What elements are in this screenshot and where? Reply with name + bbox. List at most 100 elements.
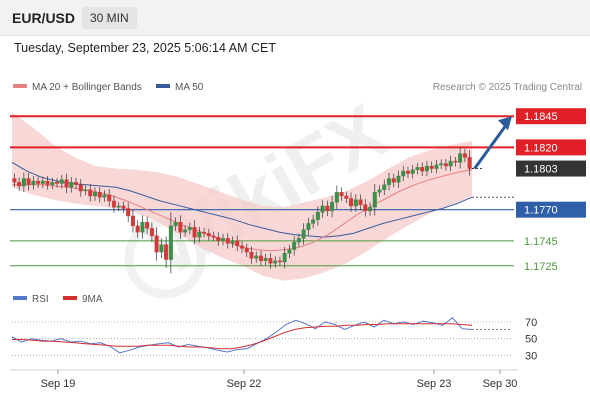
level-label-1.1845: 1.1845 <box>524 111 558 123</box>
ma20-legend-swatch <box>13 84 27 88</box>
candle-body <box>216 236 221 242</box>
candles-layer <box>12 147 472 274</box>
candle-body <box>202 231 207 234</box>
candle-body <box>306 223 311 230</box>
candle-body <box>145 221 150 229</box>
level-label-box-1.1803 <box>516 160 586 177</box>
candle-body <box>159 244 164 253</box>
candle-body <box>211 235 216 238</box>
candle-body <box>135 225 140 233</box>
level-label-1.1803: 1.1803 <box>524 164 558 176</box>
candle-body <box>401 170 406 177</box>
candle-body <box>192 226 197 238</box>
candle-body <box>391 178 396 183</box>
candle-body <box>116 205 121 208</box>
candle-body <box>287 249 292 254</box>
candle-body <box>154 235 159 253</box>
candle-body <box>448 160 453 167</box>
candle-body <box>149 228 154 237</box>
candle-body <box>78 184 83 192</box>
ma9-legend-label: 9MA <box>82 294 103 305</box>
candle-body <box>344 195 349 199</box>
candle-body <box>50 182 55 185</box>
header-bar: EUR/USD 30 MIN <box>0 0 590 36</box>
candle-body <box>235 240 240 247</box>
candle-body <box>239 245 245 249</box>
candle-body <box>230 240 235 244</box>
candle-body <box>301 229 306 239</box>
candle-body <box>358 199 363 205</box>
level-label-box-1.1770 <box>516 201 586 218</box>
candle-body <box>244 248 249 253</box>
rsi-panel: 70 50 30 <box>11 317 537 362</box>
rsi-tick-30: 30 <box>525 350 537 362</box>
candle-body <box>45 180 50 185</box>
candle-body <box>296 238 301 243</box>
candle-body <box>26 178 31 185</box>
candle-body <box>415 167 420 171</box>
candle-body <box>405 170 410 174</box>
candle-body <box>187 226 192 230</box>
candle-body <box>40 180 45 184</box>
candle-body <box>467 157 472 169</box>
candle-body <box>107 194 112 202</box>
candle-body <box>443 163 448 167</box>
candle-body <box>102 194 107 198</box>
candle-body <box>396 175 401 183</box>
candle-body <box>382 184 387 190</box>
level-label-1.1770: 1.1770 <box>524 205 558 217</box>
candle-body <box>178 221 183 233</box>
candle-body <box>339 192 344 197</box>
x-tick-label: Sep 30 <box>483 378 518 390</box>
candle-body <box>59 179 64 184</box>
candle-body <box>368 207 373 212</box>
candle-body <box>377 189 382 193</box>
candle-body <box>168 225 173 260</box>
candle-body <box>130 215 135 227</box>
candle-body <box>126 208 131 217</box>
candle-body <box>320 205 325 213</box>
bollinger-band-layer <box>12 112 472 281</box>
candle-body <box>88 189 93 197</box>
x-tick-label: Sep 19 <box>41 378 76 390</box>
legend-layer: MA 20 + Bollinger Bands MA 50 Research ©… <box>13 82 582 305</box>
candle-body <box>439 163 444 166</box>
rsi-line <box>11 317 473 354</box>
rsi-ma9-line <box>12 323 473 350</box>
level-label-1.1820: 1.1820 <box>524 142 558 154</box>
candle-body <box>292 241 297 250</box>
candle-body <box>225 238 230 244</box>
candle-body <box>462 153 467 158</box>
candle-body <box>277 260 282 263</box>
candle-body <box>183 229 188 233</box>
research-credit: Research © 2025 Trading Central <box>433 82 582 93</box>
candle-body <box>334 192 339 203</box>
candle-body <box>140 221 145 233</box>
timeframe-badge[interactable]: 30 MIN <box>82 7 137 29</box>
level-label-1.1725: 1.1725 <box>524 261 558 273</box>
candle-body <box>372 192 377 208</box>
level-label-box-1.1820 <box>516 139 586 156</box>
timestamp: Tuesday, September 23, 2025 5:06:14 AM C… <box>14 41 276 55</box>
candle-body <box>111 200 116 208</box>
ma50-line <box>11 161 473 238</box>
candle-body <box>311 219 316 224</box>
candle-body <box>434 164 439 169</box>
candle-body <box>258 255 263 262</box>
candle-body <box>83 189 88 192</box>
candle-body <box>36 180 41 184</box>
candle-body <box>74 182 79 185</box>
candle-body <box>268 258 273 264</box>
candle-body <box>55 182 60 184</box>
candle-body <box>420 167 425 172</box>
candle-body <box>69 182 74 188</box>
candle-body <box>31 180 36 185</box>
candle-body <box>429 165 434 169</box>
candle-body <box>64 179 69 188</box>
candle-body <box>282 253 287 263</box>
bollinger-band <box>12 112 472 281</box>
projection-arrow-head <box>498 116 512 131</box>
candle-body <box>197 231 202 238</box>
ma9-legend-swatch <box>63 296 77 300</box>
